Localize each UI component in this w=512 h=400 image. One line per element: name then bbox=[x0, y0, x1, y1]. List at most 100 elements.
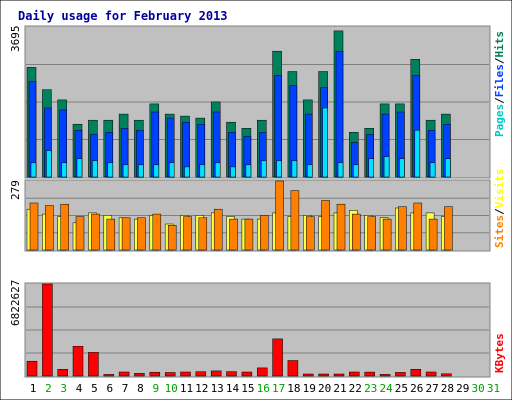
bar-pages-day-5 bbox=[92, 160, 98, 178]
x-tick-day-15: 15 bbox=[241, 382, 254, 395]
x-tick-day-20: 20 bbox=[318, 382, 331, 395]
x-tick-day-29: 29 bbox=[456, 382, 469, 395]
bar-kbytes-day-2 bbox=[42, 283, 53, 377]
legend-text: KBytes bbox=[493, 333, 506, 373]
bar-sites-day-3 bbox=[60, 203, 69, 251]
bar-pages-day-7 bbox=[122, 164, 129, 178]
bar-kbytes-day-28 bbox=[441, 373, 452, 377]
bar-kbytes-day-26 bbox=[410, 369, 422, 377]
bar-sites-day-9 bbox=[152, 213, 162, 251]
bar-sites-day-11 bbox=[183, 216, 192, 251]
bar-kbytes-day-9 bbox=[149, 371, 161, 377]
x-tick-day-10: 10 bbox=[165, 382, 178, 395]
bar-kbytes-day-6 bbox=[103, 374, 115, 377]
bar-pages-day-16 bbox=[261, 160, 267, 178]
bar-sites-day-14 bbox=[229, 218, 238, 251]
legend-item-0: Pages bbox=[493, 104, 506, 137]
bar-kbytes-day-27 bbox=[425, 371, 437, 377]
bar-pages-day-15 bbox=[245, 164, 252, 178]
x-tick-day-22: 22 bbox=[349, 382, 362, 395]
x-tick-day-5: 5 bbox=[91, 382, 98, 395]
bar-pages-day-12 bbox=[199, 164, 206, 178]
x-tick-day-24: 24 bbox=[379, 382, 393, 395]
max-label-sites: 279 bbox=[9, 180, 22, 200]
bar-kbytes-day-15 bbox=[241, 371, 253, 377]
bar-pages-day-9 bbox=[153, 164, 160, 178]
x-tick-day-18: 18 bbox=[287, 382, 300, 395]
chart-title: Daily usage for February 2013 bbox=[18, 9, 228, 23]
bar-kbytes-day-12 bbox=[195, 371, 207, 377]
bar-sites-day-2 bbox=[45, 205, 54, 251]
x-tick-day-23: 23 bbox=[364, 382, 377, 395]
bar-sites-day-27 bbox=[428, 218, 438, 251]
bar-kbytes-day-7 bbox=[118, 371, 130, 377]
x-tick-day-31: 31 bbox=[487, 382, 500, 395]
x-tick-day-17: 17 bbox=[272, 382, 285, 395]
bar-kbytes-day-24 bbox=[379, 374, 391, 377]
bar-files-day-21 bbox=[335, 50, 344, 178]
max-label-hits: 3695 bbox=[9, 26, 22, 53]
x-tick-day-14: 14 bbox=[226, 382, 240, 395]
bar-pages-day-14 bbox=[230, 166, 236, 178]
x-tick-day-13: 13 bbox=[211, 382, 224, 395]
bar-pages-day-3 bbox=[61, 162, 67, 178]
bar-sites-day-23 bbox=[367, 216, 376, 251]
bar-kbytes-day-21 bbox=[333, 373, 345, 377]
bar-pages-day-4 bbox=[76, 158, 83, 178]
bar-sites-day-8 bbox=[137, 217, 146, 251]
x-tick-day-26: 26 bbox=[410, 382, 423, 395]
legend-item-0: KBytes bbox=[493, 333, 506, 373]
x-tick-day-6: 6 bbox=[106, 382, 113, 395]
bar-sites-day-4 bbox=[75, 216, 85, 251]
bar-kbytes-day-20 bbox=[318, 373, 329, 377]
x-tick-day-1: 1 bbox=[30, 382, 37, 395]
bar-pages-day-20 bbox=[322, 107, 328, 178]
bar-pages-day-23 bbox=[368, 158, 374, 178]
bar-sites-day-16 bbox=[260, 215, 269, 251]
bar-sites-day-24 bbox=[382, 218, 392, 251]
bar-sites-day-17 bbox=[275, 180, 284, 251]
bar-sites-day-20 bbox=[321, 200, 330, 251]
bar-kbytes-day-8 bbox=[134, 373, 145, 377]
x-tick-day-4: 4 bbox=[76, 382, 83, 395]
bar-sites-day-1 bbox=[29, 202, 39, 251]
bar-pages-day-28 bbox=[445, 158, 451, 178]
bar-sites-day-13 bbox=[213, 208, 223, 251]
bar-pages-day-21 bbox=[337, 162, 344, 178]
x-tick-day-27: 27 bbox=[425, 382, 438, 395]
x-axis-day-labels: 1 2 3 4 5 6 7 8 9 10 11 12 13 14 15 16 17 18 19 20 21 22 23 24 2… bbox=[30, 382, 500, 395]
bar-pages-day-25 bbox=[399, 158, 405, 178]
bar-pages-day-13 bbox=[214, 162, 221, 178]
legend-item-1: / bbox=[493, 97, 506, 104]
legend-item-3: / bbox=[493, 57, 506, 64]
bar-pages-day-22 bbox=[353, 164, 359, 178]
bar-sites-day-19 bbox=[306, 216, 315, 251]
bar-kbytes-day-23 bbox=[364, 371, 375, 377]
bar-sites-day-12 bbox=[198, 217, 208, 251]
bar-sites-day-21 bbox=[336, 203, 346, 251]
max-label-kbytes: 6822627 bbox=[9, 280, 22, 326]
bar-sites-day-18 bbox=[290, 190, 300, 251]
bar-pages-day-19 bbox=[307, 164, 313, 178]
bar-pages-day-1 bbox=[30, 162, 37, 178]
bar-pages-day-18 bbox=[291, 160, 298, 178]
x-tick-day-2: 2 bbox=[45, 382, 52, 395]
legend-text: Sites/Visits bbox=[493, 169, 506, 249]
bar-pages-day-27 bbox=[429, 162, 436, 178]
x-tick-day-8: 8 bbox=[137, 382, 144, 395]
bar-sites-day-5 bbox=[91, 213, 100, 251]
legend-kbytes: KBytes bbox=[493, 333, 506, 373]
x-tick-day-16: 16 bbox=[257, 382, 270, 395]
x-tick-day-3: 3 bbox=[60, 382, 67, 395]
bar-sites-day-7 bbox=[121, 217, 131, 251]
bar-kbytes-day-14 bbox=[226, 371, 237, 377]
x-tick-day-25: 25 bbox=[395, 382, 408, 395]
legend-sites-visits: Sites/Visits bbox=[493, 169, 506, 249]
x-tick-day-21: 21 bbox=[333, 382, 346, 395]
bar-sites-day-22 bbox=[352, 213, 361, 251]
bar-sites-day-28 bbox=[444, 206, 453, 251]
bar-kbytes-day-19 bbox=[303, 373, 314, 377]
bar-sites-day-15 bbox=[244, 218, 254, 251]
legend-hits-files-pages: Pages/Files/Hits bbox=[493, 31, 506, 137]
